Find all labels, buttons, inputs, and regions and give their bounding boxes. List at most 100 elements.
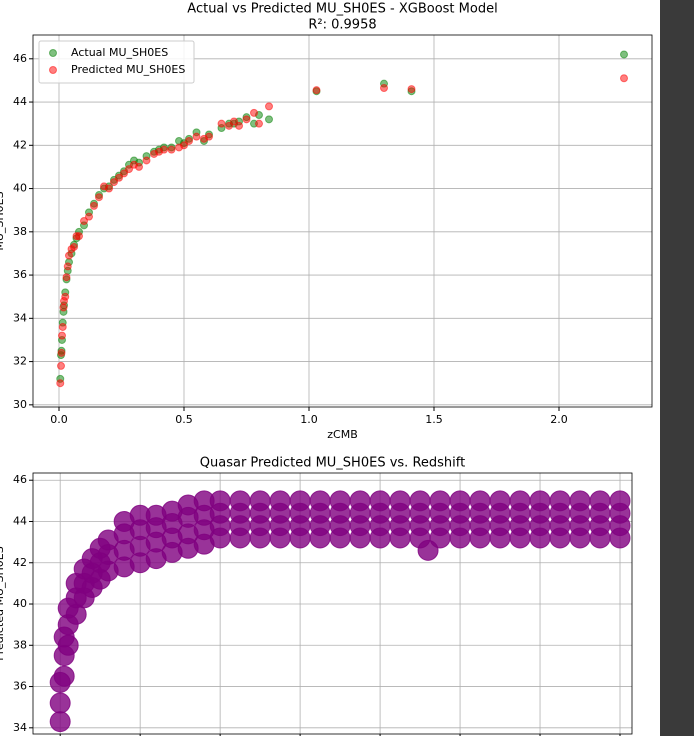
y-tick-label: 40 xyxy=(13,182,27,195)
y-tick-label: 44 xyxy=(13,95,27,108)
plot-points xyxy=(56,50,628,388)
y-tick-label: 34 xyxy=(13,721,27,734)
data-point xyxy=(250,108,258,117)
data-point xyxy=(90,201,98,210)
data-point xyxy=(242,115,251,124)
y-axis-label: MU_SH0ES xyxy=(0,191,6,250)
data-point xyxy=(509,490,531,512)
data-point xyxy=(469,490,491,512)
data-point xyxy=(549,490,571,512)
data-point xyxy=(192,132,201,141)
data-point xyxy=(49,692,71,714)
chart-title: Actual vs Predicted MU_SH0ES - XGBoost M… xyxy=(187,2,497,17)
legend-label: Predicted MU_SH0ES xyxy=(71,63,185,76)
data-point xyxy=(85,212,93,221)
y-axis-label: Predicted MU_SH0ES xyxy=(0,546,6,660)
x-tick-label: 0.0 xyxy=(50,413,68,426)
x-axis-label: zCMB xyxy=(327,428,358,441)
y-tick-label: 36 xyxy=(13,268,27,281)
y-tick-label: 44 xyxy=(13,514,27,527)
x-tick-label: 1.5 xyxy=(425,413,443,426)
data-point xyxy=(61,292,70,301)
charts: Actual vs Predicted MU_SH0ES - XGBoost M… xyxy=(0,2,653,736)
data-point xyxy=(329,490,351,512)
data-point xyxy=(309,490,331,512)
data-point xyxy=(110,178,118,187)
legend-label: Actual MU_SH0ES xyxy=(71,46,168,59)
data-point xyxy=(105,184,113,193)
chart-subtitle: R²: 0.9958 xyxy=(308,18,376,33)
data-point xyxy=(589,490,611,512)
y-tick-label: 32 xyxy=(13,355,27,368)
y-tick-label: 46 xyxy=(13,473,27,486)
data-point xyxy=(609,490,631,512)
scrollbar-panel xyxy=(660,0,694,736)
data-point xyxy=(620,74,628,83)
data-point xyxy=(369,490,391,512)
y-tick-label: 30 xyxy=(13,398,27,411)
plot-frame xyxy=(32,472,633,735)
data-point xyxy=(312,86,321,95)
data-point xyxy=(249,490,271,512)
data-point xyxy=(289,490,311,512)
data-point xyxy=(225,121,233,130)
data-point xyxy=(380,83,388,92)
data-point xyxy=(205,132,213,141)
data-point xyxy=(58,322,67,331)
x-tick-label: 2.0 xyxy=(550,413,568,426)
data-point xyxy=(255,119,263,128)
data-point xyxy=(63,262,72,271)
data-point xyxy=(229,490,251,512)
data-point xyxy=(620,50,628,59)
data-point xyxy=(57,348,66,357)
data-point xyxy=(429,490,451,512)
data-point xyxy=(160,145,168,154)
data-point xyxy=(58,331,66,340)
data-point xyxy=(75,232,83,241)
legend-box xyxy=(38,40,195,84)
data-point xyxy=(407,85,416,94)
data-point xyxy=(125,165,133,174)
data-point xyxy=(57,634,79,656)
y-tick-label: 42 xyxy=(13,138,27,151)
data-point xyxy=(167,145,176,154)
data-point xyxy=(217,119,226,128)
data-point xyxy=(120,169,128,178)
legend-marker xyxy=(49,49,57,57)
data-point xyxy=(209,490,231,512)
data-point xyxy=(409,490,431,512)
plot-points xyxy=(49,490,631,733)
data-point xyxy=(569,490,591,512)
data-point xyxy=(265,115,273,124)
data-point xyxy=(59,303,68,312)
x-tick-label: 0.5 xyxy=(175,413,193,426)
data-point xyxy=(53,665,75,687)
chart-title: Quasar Predicted MU_SH0ES vs. Redshift xyxy=(200,456,465,471)
data-point xyxy=(389,490,411,512)
data-point xyxy=(115,173,123,182)
y-tick-label: 40 xyxy=(13,597,27,610)
data-point xyxy=(49,711,71,733)
data-point xyxy=(417,539,439,561)
data-point xyxy=(235,121,243,130)
data-point xyxy=(349,490,371,512)
data-point xyxy=(230,117,238,126)
data-point xyxy=(95,193,103,202)
data-point xyxy=(489,490,511,512)
data-point xyxy=(56,379,65,388)
y-tick-label: 46 xyxy=(13,52,27,65)
data-point xyxy=(65,251,73,260)
data-point xyxy=(62,273,71,282)
data-point xyxy=(185,136,193,145)
y-tick-label: 38 xyxy=(13,225,27,238)
y-tick-label: 38 xyxy=(13,638,27,651)
data-point xyxy=(70,242,78,251)
x-tick-label: 1.0 xyxy=(300,413,318,426)
y-tick-label: 36 xyxy=(13,680,27,693)
plot-frame xyxy=(32,34,653,408)
y-tick-label: 42 xyxy=(13,556,27,569)
data-point xyxy=(180,141,188,150)
data-point xyxy=(135,162,143,171)
data-point xyxy=(80,217,88,225)
